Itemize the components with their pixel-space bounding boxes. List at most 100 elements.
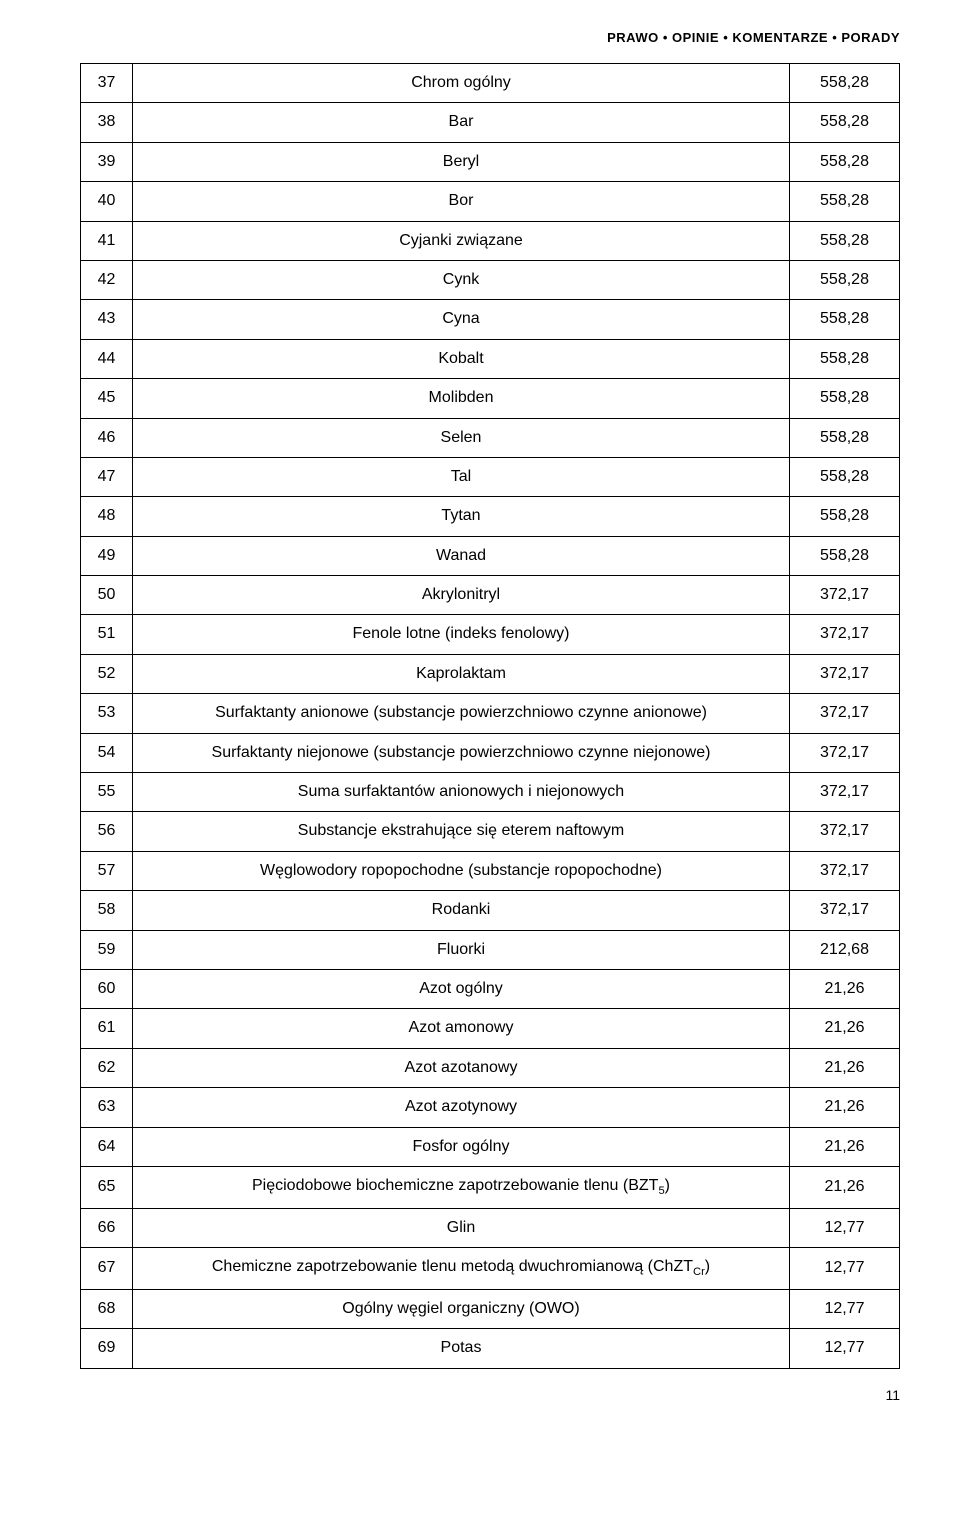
table-row: 68Ogólny węgiel organiczny (OWO)12,77 <box>81 1290 900 1329</box>
row-value: 21,26 <box>790 1166 900 1208</box>
table-row: 45Molibden558,28 <box>81 379 900 418</box>
row-value: 372,17 <box>790 891 900 930</box>
row-value: 12,77 <box>790 1208 900 1247</box>
row-value: 372,17 <box>790 851 900 890</box>
row-value: 372,17 <box>790 694 900 733</box>
row-value: 21,26 <box>790 1048 900 1087</box>
table-row: 67Chemiczne zapotrzebowanie tlenu metodą… <box>81 1248 900 1290</box>
row-value: 558,28 <box>790 64 900 103</box>
row-value: 558,28 <box>790 379 900 418</box>
row-name: Azot amonowy <box>133 1009 790 1048</box>
table-row: 37Chrom ogólny558,28 <box>81 64 900 103</box>
row-name: Kaprolaktam <box>133 654 790 693</box>
row-name: Glin <box>133 1208 790 1247</box>
table-row: 54Surfaktanty niejonowe (substancje powi… <box>81 733 900 772</box>
row-number: 41 <box>81 221 133 260</box>
row-value: 372,17 <box>790 773 900 812</box>
row-value: 558,28 <box>790 418 900 457</box>
table-row: 69Potas12,77 <box>81 1329 900 1368</box>
table-row: 39Beryl558,28 <box>81 142 900 181</box>
row-name: Chrom ogólny <box>133 64 790 103</box>
row-number: 46 <box>81 418 133 457</box>
row-value: 558,28 <box>790 221 900 260</box>
row-name: Fluorki <box>133 930 790 969</box>
row-number: 69 <box>81 1329 133 1368</box>
row-name: Bor <box>133 182 790 221</box>
row-name: Fosfor ogólny <box>133 1127 790 1166</box>
row-number: 66 <box>81 1208 133 1247</box>
table-row: 64Fosfor ogólny21,26 <box>81 1127 900 1166</box>
table-row: 42Cynk558,28 <box>81 260 900 299</box>
row-name: Azot ogólny <box>133 969 790 1008</box>
table-row: 55Suma surfaktantów anionowych i niejono… <box>81 773 900 812</box>
table-row: 59Fluorki212,68 <box>81 930 900 969</box>
row-name: Węglowodory ropopochodne (substancje rop… <box>133 851 790 890</box>
row-value: 21,26 <box>790 969 900 1008</box>
row-name: Tal <box>133 457 790 496</box>
row-number: 67 <box>81 1248 133 1290</box>
row-number: 49 <box>81 536 133 575</box>
row-value: 372,17 <box>790 576 900 615</box>
row-number: 38 <box>81 103 133 142</box>
row-value: 372,17 <box>790 812 900 851</box>
row-name: Rodanki <box>133 891 790 930</box>
row-value: 558,28 <box>790 142 900 181</box>
row-name: Substancje ekstrahujące się eterem nafto… <box>133 812 790 851</box>
row-number: 57 <box>81 851 133 890</box>
row-number: 55 <box>81 773 133 812</box>
row-value: 12,77 <box>790 1248 900 1290</box>
row-number: 48 <box>81 497 133 536</box>
row-number: 37 <box>81 64 133 103</box>
table-row: 43Cyna558,28 <box>81 300 900 339</box>
row-number: 60 <box>81 969 133 1008</box>
row-number: 44 <box>81 339 133 378</box>
row-value: 212,68 <box>790 930 900 969</box>
row-name: Fenole lotne (indeks fenolowy) <box>133 615 790 654</box>
row-value: 21,26 <box>790 1088 900 1127</box>
table-row: 56Substancje ekstrahujące się eterem naf… <box>81 812 900 851</box>
row-name: Surfaktanty anionowe (substancje powierz… <box>133 694 790 733</box>
row-value: 372,17 <box>790 654 900 693</box>
row-number: 68 <box>81 1290 133 1329</box>
row-value: 21,26 <box>790 1127 900 1166</box>
row-number: 56 <box>81 812 133 851</box>
table-row: 38Bar558,28 <box>81 103 900 142</box>
data-table: 37Chrom ogólny558,2838Bar558,2839Beryl55… <box>80 63 900 1369</box>
table-row: 63Azot azotynowy21,26 <box>81 1088 900 1127</box>
row-name: Surfaktanty niejonowe (substancje powier… <box>133 733 790 772</box>
row-value: 372,17 <box>790 615 900 654</box>
row-value: 558,28 <box>790 457 900 496</box>
row-number: 40 <box>81 182 133 221</box>
row-name: Bar <box>133 103 790 142</box>
row-name: Kobalt <box>133 339 790 378</box>
row-number: 42 <box>81 260 133 299</box>
row-value: 558,28 <box>790 103 900 142</box>
row-name: Azot azotanowy <box>133 1048 790 1087</box>
table-row: 51Fenole lotne (indeks fenolowy)372,17 <box>81 615 900 654</box>
row-value: 12,77 <box>790 1329 900 1368</box>
table-row: 65Pięciodobowe biochemiczne zapotrzebowa… <box>81 1166 900 1208</box>
table-row: 50Akrylonitryl372,17 <box>81 576 900 615</box>
row-number: 61 <box>81 1009 133 1048</box>
table-body: 37Chrom ogólny558,2838Bar558,2839Beryl55… <box>81 64 900 1369</box>
row-value: 372,17 <box>790 733 900 772</box>
table-row: 58Rodanki372,17 <box>81 891 900 930</box>
row-name: Selen <box>133 418 790 457</box>
row-name: Suma surfaktantów anionowych i niejonowy… <box>133 773 790 812</box>
table-row: 53Surfaktanty anionowe (substancje powie… <box>81 694 900 733</box>
row-name: Akrylonitryl <box>133 576 790 615</box>
row-name: Cynk <box>133 260 790 299</box>
row-number: 62 <box>81 1048 133 1087</box>
row-number: 43 <box>81 300 133 339</box>
row-number: 64 <box>81 1127 133 1166</box>
row-number: 63 <box>81 1088 133 1127</box>
table-row: 61Azot amonowy21,26 <box>81 1009 900 1048</box>
table-row: 46Selen558,28 <box>81 418 900 457</box>
row-value: 558,28 <box>790 182 900 221</box>
row-name: Chemiczne zapotrzebowanie tlenu metodą d… <box>133 1248 790 1290</box>
row-name: Cyjanki związane <box>133 221 790 260</box>
row-value: 558,28 <box>790 536 900 575</box>
row-value: 558,28 <box>790 497 900 536</box>
section-header: PRAWO • OPINIE • KOMENTARZE • PORADY <box>80 30 900 45</box>
table-row: 60Azot ogólny21,26 <box>81 969 900 1008</box>
